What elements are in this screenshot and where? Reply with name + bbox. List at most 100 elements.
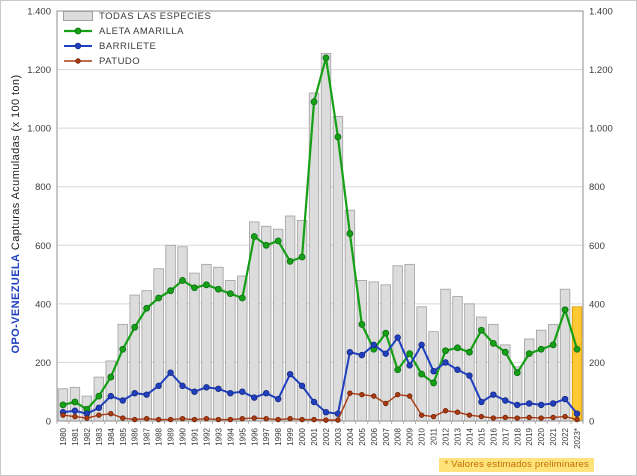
legend-item-barrilete: BARRILETE [63, 40, 211, 52]
dot-barrilete [263, 389, 270, 397]
dot-barrilete [573, 410, 581, 417]
x-tick-label-year: 2021 [549, 427, 558, 445]
dot-barrilete [274, 395, 282, 403]
dot-barrilete [454, 366, 461, 373]
dot-barrilete [107, 392, 114, 400]
dot-patudo [335, 417, 341, 423]
dot-patudo [490, 415, 497, 421]
x-axis-labels: 1980 1981 1982 1983 1984 1985 1986 1987 1988 1989… [59, 427, 582, 448]
dot-aleta-amarilla [454, 344, 461, 352]
y-tick-label-left: 1.000 [27, 124, 51, 135]
dot-patudo [359, 391, 365, 398]
x-tick-label-year: 1993 [214, 427, 223, 445]
bar [153, 268, 164, 422]
dot-barrilete [346, 348, 354, 356]
x-tick-label-year: 2000 [298, 427, 307, 445]
dot-barrilete [227, 389, 234, 397]
y-tick-label-left: 1.400 [27, 7, 51, 18]
dot-aleta-amarilla [573, 345, 581, 353]
dot-barrilete [167, 369, 174, 376]
dot-aleta-amarilla [322, 54, 330, 62]
dot-aleta-amarilla [71, 398, 79, 406]
dot-barrilete [119, 397, 126, 404]
x-tick-label-year: 2015 [477, 427, 486, 445]
dot-barrilete [298, 382, 306, 390]
dot-aleta-amarilla [537, 345, 545, 353]
dot-aleta-amarilla [430, 379, 437, 387]
dot-barrilete [549, 400, 557, 407]
dot-barrilete [430, 368, 437, 375]
y-tick-label-right: 1.000 [589, 124, 613, 135]
x-tick-label-year: 1982 [83, 427, 92, 445]
y-tick-label-left: 400 [35, 299, 51, 310]
dot-patudo [418, 412, 425, 418]
y-tick-label-left: 0 [46, 417, 51, 428]
dot-barrilete [358, 351, 366, 359]
x-tick-label-year: 1991 [190, 427, 199, 445]
dot-patudo [132, 416, 138, 423]
dot-barrilete [322, 409, 330, 416]
dot-barrilete [406, 362, 413, 369]
dot-aleta-amarilla [525, 350, 533, 358]
dot-aleta-amarilla [95, 392, 103, 400]
bar [225, 280, 236, 422]
x-tick-label-year: 1997 [262, 427, 271, 445]
x-tick-label-year: 2011 [430, 427, 439, 445]
dot-aleta-amarilla [298, 253, 306, 261]
x-tick-label-year: 2022 [561, 427, 570, 445]
x-tick-label-year: 2001 [310, 427, 319, 445]
dot-aleta-amarilla [274, 237, 282, 245]
dot-aleta-amarilla [203, 281, 210, 289]
dot-aleta-amarilla [394, 366, 402, 374]
dot-patudo [191, 416, 198, 423]
dot-aleta-amarilla [107, 373, 115, 381]
y-tick-label-left: 1.200 [27, 65, 51, 76]
dot-aleta-amarilla [191, 284, 198, 292]
dot-aleta-amarilla [155, 294, 163, 302]
x-tick-label-year: 2008 [394, 427, 403, 445]
dot-patudo [430, 413, 437, 420]
dot-patudo [143, 415, 150, 422]
x-tick-label-year: 1986 [131, 427, 140, 445]
dot-patudo [60, 412, 66, 418]
dot-aleta-amarilla [334, 133, 342, 141]
x-tick-label-year: 2014 [465, 427, 474, 445]
legend-line-marker [64, 42, 92, 50]
x-tick-label-year: 1992 [202, 427, 211, 445]
dot-patudo [287, 415, 293, 422]
legend-item-label: TODAS LAS ESPECIES [99, 10, 212, 22]
dot-aleta-amarilla [214, 285, 222, 293]
legend-item-todas-las-especies: TODAS LAS ESPECIES [63, 10, 211, 22]
dot-patudo [299, 416, 305, 423]
dot-barrilete [191, 388, 198, 395]
bar [117, 323, 128, 422]
dot-barrilete [215, 385, 222, 392]
dot-barrilete [203, 384, 210, 391]
y-tick-label-right: 800 [589, 182, 605, 193]
dot-patudo [84, 415, 90, 421]
dot-aleta-amarilla [418, 370, 426, 378]
x-tick-label-year: 1984 [107, 427, 116, 445]
dot-aleta-amarilla [179, 277, 186, 284]
x-tick-label-year: 1989 [167, 427, 176, 445]
dot-barrilete [239, 388, 246, 395]
dot-patudo [538, 415, 544, 421]
dot-barrilete [71, 407, 79, 414]
dot-patudo [574, 416, 580, 423]
dot-barrilete [490, 391, 497, 398]
dot-aleta-amarilla [501, 348, 509, 356]
x-axis-ticks [56, 421, 584, 424]
x-tick-label-year: 2012 [442, 427, 451, 445]
x-tick-label-year: 1995 [238, 427, 247, 445]
x-tick-label-year: 1983 [95, 427, 104, 445]
dot-barrilete [370, 341, 377, 349]
dot-patudo [167, 416, 174, 423]
x-tick-label-year: 2013 [453, 427, 462, 445]
x-tick-label-year: 2006 [370, 427, 379, 445]
dot-patudo [251, 415, 257, 421]
dot-barrilete [179, 382, 186, 390]
dot-aleta-amarilla [346, 230, 354, 237]
dot-patudo [454, 409, 461, 415]
legend-item-patudo: PATUDO [63, 55, 211, 67]
